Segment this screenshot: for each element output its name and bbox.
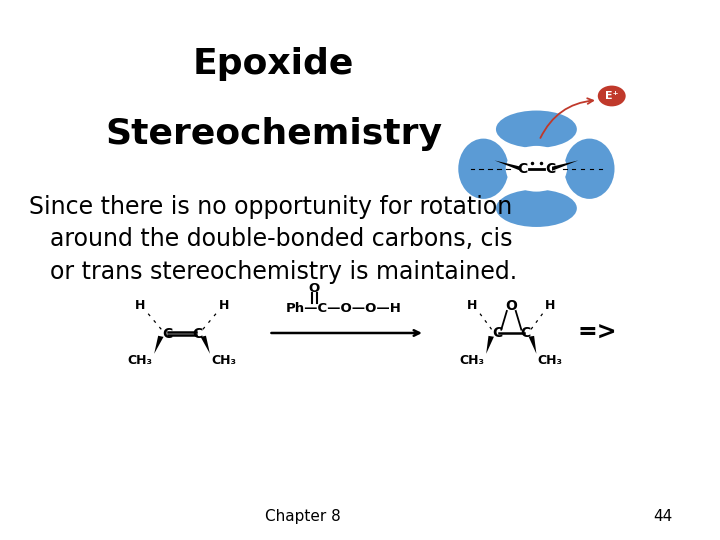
Text: H: H — [545, 300, 556, 313]
Text: =>: => — [578, 321, 618, 345]
Text: C: C — [545, 162, 555, 176]
Ellipse shape — [459, 139, 508, 199]
Ellipse shape — [496, 190, 577, 227]
Text: Chapter 8: Chapter 8 — [264, 509, 341, 524]
Text: CH₃: CH₃ — [127, 354, 153, 367]
Text: CH₃: CH₃ — [538, 354, 563, 367]
Polygon shape — [154, 336, 163, 354]
Text: Ph—C—O—O—H: Ph—C—O—O—H — [286, 301, 402, 314]
Ellipse shape — [496, 111, 577, 148]
Text: H: H — [135, 300, 145, 313]
Text: 44: 44 — [653, 509, 672, 524]
Text: C: C — [520, 326, 531, 340]
Polygon shape — [528, 336, 536, 354]
Polygon shape — [552, 160, 578, 171]
Polygon shape — [201, 336, 210, 354]
Circle shape — [505, 146, 567, 192]
Text: CH₃: CH₃ — [212, 354, 236, 367]
Text: C: C — [192, 327, 202, 341]
Text: Since there is no opportunity for rotation: Since there is no opportunity for rotati… — [29, 195, 512, 219]
Text: C: C — [162, 327, 172, 341]
Text: H: H — [219, 300, 229, 313]
Text: H: H — [467, 300, 477, 313]
Text: CH₃: CH₃ — [460, 354, 485, 367]
Ellipse shape — [564, 139, 615, 199]
Circle shape — [598, 85, 626, 106]
Polygon shape — [486, 336, 494, 354]
Text: C: C — [492, 326, 503, 340]
Text: E⁺: E⁺ — [605, 91, 618, 101]
Text: Epoxide: Epoxide — [193, 47, 354, 81]
Text: O: O — [309, 281, 320, 295]
Text: or trans stereochemistry is maintained.: or trans stereochemistry is maintained. — [50, 260, 518, 284]
Polygon shape — [495, 160, 521, 171]
Text: around the double-bonded carbons, cis: around the double-bonded carbons, cis — [50, 227, 513, 251]
Text: O: O — [505, 299, 517, 313]
Text: Stereochemistry: Stereochemistry — [105, 117, 442, 151]
Text: C: C — [518, 162, 528, 176]
